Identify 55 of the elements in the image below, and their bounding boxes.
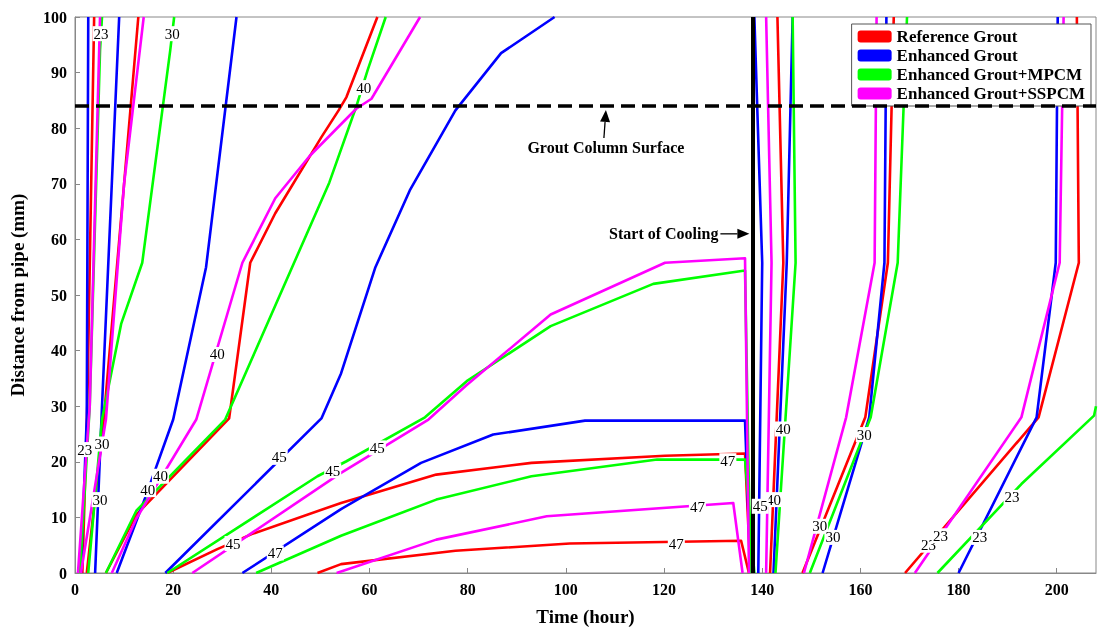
- annotation: 23: [77, 441, 93, 458]
- legend-label: Enhanced Grout+MPCM: [896, 65, 1083, 84]
- legend-label: Enhanced Grout: [896, 46, 1019, 65]
- y-tick-label: 0: [59, 564, 67, 582]
- annotation: 45: [225, 535, 241, 552]
- annotation: 30: [825, 529, 841, 546]
- y-tick-label: 70: [51, 175, 67, 193]
- x-tick-label: 180: [946, 580, 971, 598]
- annotation: 40: [152, 468, 168, 485]
- annotation: 23: [1004, 489, 1020, 506]
- annotation: 40: [140, 481, 156, 498]
- y-tick-label: 90: [51, 64, 67, 82]
- annotation: 45: [325, 462, 341, 479]
- y-tick-label: 50: [51, 286, 67, 304]
- x-axis-title: Time (hour): [536, 606, 635, 628]
- y-tick-label: 80: [51, 119, 67, 137]
- x-tick-label: 60: [361, 580, 378, 598]
- x-tick-label: 100: [553, 580, 578, 598]
- legend-label: Reference Grout: [896, 27, 1018, 46]
- annotation: 45: [752, 498, 768, 515]
- annotation: 47: [668, 535, 685, 552]
- y-tick-label: 60: [51, 230, 67, 248]
- legend-label: Enhanced Grout+SSPCM: [896, 84, 1086, 103]
- x-tick-label: 20: [165, 580, 182, 598]
- x-tick-label: 80: [459, 580, 476, 598]
- annotation: 23: [93, 25, 109, 42]
- x-tick-label: 140: [750, 580, 775, 598]
- annotation: 45: [369, 439, 385, 456]
- x-tick-label: 120: [652, 580, 677, 598]
- annotation: 40: [209, 346, 225, 363]
- annotation: 30: [812, 518, 828, 535]
- annotation: 47: [720, 452, 736, 469]
- x-tick-label: 0: [71, 580, 79, 598]
- annotation: 45: [271, 449, 287, 466]
- annotation: 30: [94, 436, 110, 453]
- ref-line-label: Start of Cooling: [609, 225, 719, 244]
- x-tick-label: 160: [848, 580, 873, 598]
- ref-line-label: Grout Column Surface: [527, 139, 685, 157]
- annotation: 23: [932, 527, 948, 544]
- y-axis-title: Distance from pipe (mm): [7, 193, 29, 397]
- annotation: 30: [856, 426, 872, 443]
- annotation: 40: [775, 421, 791, 437]
- annotation: 40: [356, 79, 372, 96]
- annotation: 47: [689, 498, 706, 515]
- y-tick-label: 100: [43, 8, 67, 26]
- annotation: 30: [164, 25, 180, 42]
- y-tick-label: 20: [51, 453, 67, 471]
- annotation: 47: [267, 544, 284, 561]
- y-tick-label: 30: [51, 397, 67, 415]
- x-tick-label: 40: [263, 580, 280, 598]
- annotation: 30: [92, 491, 108, 508]
- annotation: 23: [972, 529, 988, 546]
- y-tick-label: 40: [51, 342, 67, 360]
- x-tick-label: 200: [1044, 580, 1069, 598]
- y-tick-label: 10: [51, 508, 67, 526]
